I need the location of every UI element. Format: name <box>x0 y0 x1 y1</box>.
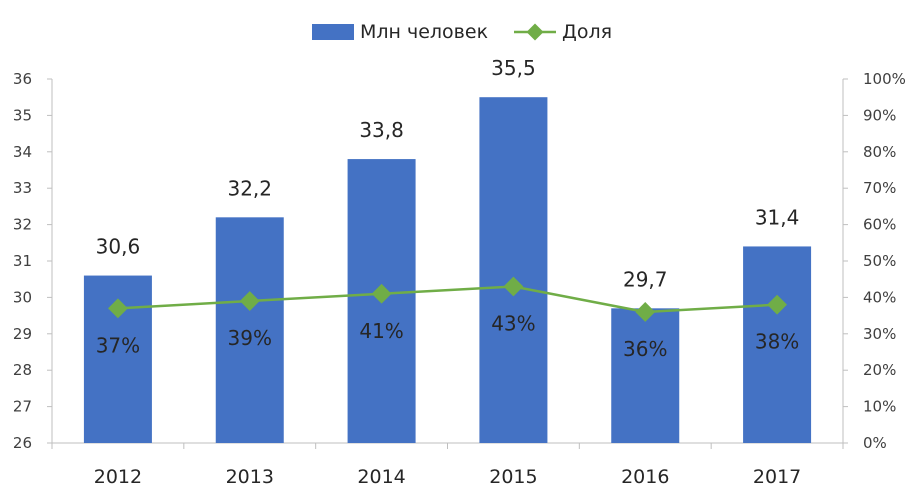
x-tick-label: 2016 <box>621 466 669 488</box>
y-right-tick-label: 100% <box>863 70 906 88</box>
y-right-tick-label: 40% <box>863 288 896 306</box>
x-tick-label: 2013 <box>226 466 274 488</box>
y-right-tick-label: 0% <box>863 434 887 452</box>
y-left-tick-label: 36 <box>13 70 32 88</box>
share-marker <box>108 298 128 319</box>
bar-value-label: 31,4 <box>755 205 800 229</box>
bar <box>743 246 812 443</box>
y-right-tick-label: 20% <box>863 361 896 379</box>
legend-label-bar: Млн человек <box>360 21 488 43</box>
share-value-label: 38% <box>755 330 799 354</box>
x-tick-label: 2015 <box>489 466 537 488</box>
y-right-tick-label: 50% <box>863 252 896 270</box>
bar-value-label: 30,6 <box>96 235 141 259</box>
share-marker <box>635 302 656 322</box>
y-left-tick-label: 33 <box>13 179 32 197</box>
y-right-tick-label: 10% <box>863 398 896 416</box>
y-left-tick-label: 30 <box>13 288 32 306</box>
y-left-tick-label: 31 <box>13 252 32 270</box>
share-marker <box>371 283 392 304</box>
y-right-tick-label: 80% <box>863 143 896 161</box>
x-tick-label: 2014 <box>357 466 405 488</box>
legend-swatch-bar <box>312 24 354 40</box>
y-left-tick-label: 35 <box>13 106 32 124</box>
y-right-tick-label: 60% <box>863 216 896 234</box>
y-left-tick-label: 28 <box>13 361 32 379</box>
x-tick-label: 2017 <box>753 466 801 488</box>
share-marker <box>239 291 260 311</box>
line-series <box>108 276 787 322</box>
axes: 26 27 28 29 30 31 32 33 34 35 36 0% 10% 20% 30% 40% 50% 6… <box>13 70 906 488</box>
bar-series <box>83 97 812 443</box>
share-line <box>117 285 778 314</box>
bar <box>611 308 680 443</box>
y-left-tick-label: 27 <box>13 398 32 416</box>
share-value-label: 36% <box>623 337 667 361</box>
share-marker <box>767 294 787 315</box>
chart-legend: Млн человек Доля <box>312 21 612 43</box>
data-labels: 30,6 32,2 33,8 35,5 29,7 31,4 37% 39% 41% 43% 36% 3… <box>96 56 800 361</box>
y-left-tick-label: 26 <box>13 434 32 452</box>
y-left-tick-label: 32 <box>13 216 32 234</box>
bar-value-label: 33,8 <box>359 118 404 142</box>
y-right-tick-label: 70% <box>863 179 896 197</box>
y-left-tick-label: 34 <box>13 143 32 161</box>
bar <box>215 217 284 443</box>
share-value-label: 39% <box>228 326 272 350</box>
x-tick-label: 2012 <box>94 466 142 488</box>
share-value-label: 43% <box>491 311 535 335</box>
legend-swatch-marker <box>526 23 544 41</box>
legend-label-line: Доля <box>562 21 612 43</box>
y-right-tick-label: 90% <box>863 106 896 124</box>
bar <box>479 97 548 443</box>
y-right-tick-label: 30% <box>863 325 896 343</box>
bar-value-label: 35,5 <box>491 56 536 80</box>
share-value-label: 41% <box>359 319 403 343</box>
bar-value-label: 29,7 <box>623 267 668 291</box>
share-marker <box>503 276 524 297</box>
bar-value-label: 32,2 <box>227 176 272 200</box>
share-value-label: 37% <box>96 333 140 357</box>
y-left-tick-label: 29 <box>13 325 32 343</box>
